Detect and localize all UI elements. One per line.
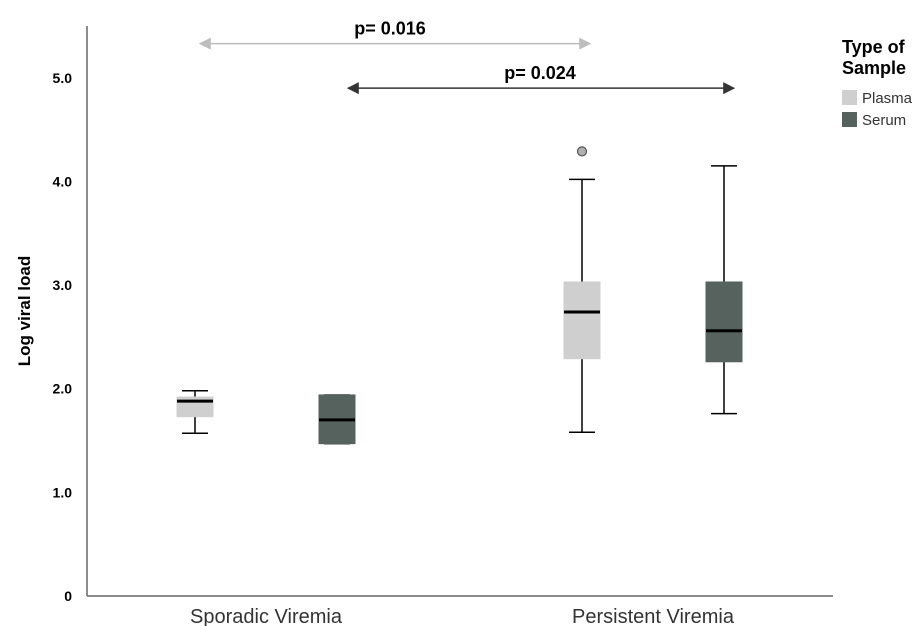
box-iqr [563,281,601,360]
box-serum-2 [705,165,743,415]
boxes [176,146,743,445]
y-tick-label: 3.0 [53,277,73,293]
outlier-point [576,146,588,157]
legend-title: Sample [842,58,906,78]
x-category-label: Persistent Viremia [572,606,735,626]
box-plasma-1 [176,390,214,435]
legend-swatch [842,112,857,127]
y-tick-label: 4.0 [53,173,73,189]
legend-title: Type of [842,37,906,57]
legend-label: Plasma [862,90,913,107]
y-tick-label: 5.0 [53,70,73,86]
significance-annotations: p= 0.016 p= 0.024 [198,19,736,95]
y-tick-label: 1.0 [53,484,73,500]
box-plasma-2 [563,146,601,434]
p-value-label: p= 0.024 [504,63,576,83]
box-iqr [705,281,743,363]
legend-swatch [842,90,857,105]
y-axis-label: Log viral load [15,256,34,367]
box-serum-1 [318,394,356,445]
p-value-label: p= 0.016 [354,19,426,39]
y-tick-label: 0 [64,588,72,604]
y-tick-label: 2.0 [53,381,73,397]
y-axis-ticks: 0 1.0 2.0 3.0 4.0 5.0 [53,70,73,604]
x-axis-category-labels: Sporadic Viremia Persistent Viremia [190,606,735,626]
x-category-label: Sporadic Viremia [190,606,343,626]
legend-label: Serum [862,112,906,129]
